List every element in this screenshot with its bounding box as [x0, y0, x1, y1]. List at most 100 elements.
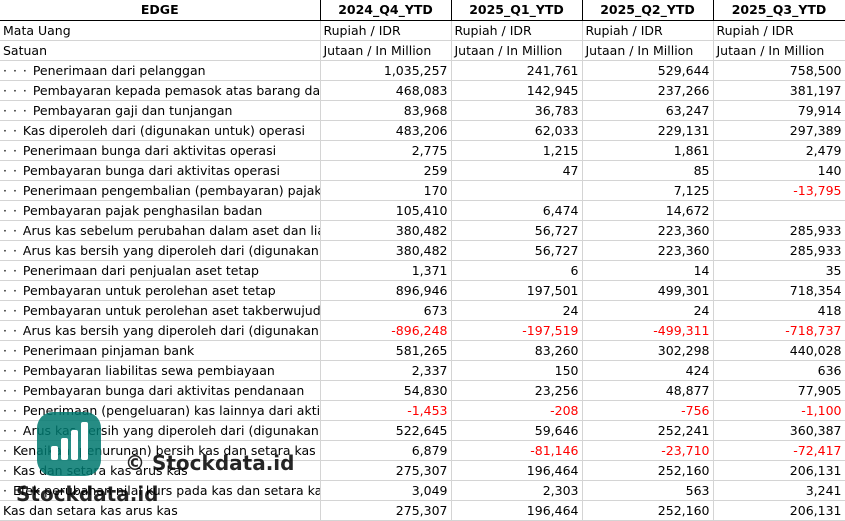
value-cell[interactable]: -756: [582, 400, 714, 421]
value-cell[interactable]: 636: [713, 360, 845, 381]
value-cell[interactable]: 63,247: [582, 100, 714, 121]
value-cell[interactable]: 6,474: [451, 200, 583, 221]
value-cell[interactable]: -13,795: [713, 180, 845, 201]
value-cell[interactable]: 259: [320, 160, 452, 181]
meta-cell[interactable]: Rupiah / IDR: [713, 20, 845, 41]
value-cell[interactable]: 483,206: [320, 120, 452, 141]
value-cell[interactable]: 36,783: [451, 100, 583, 121]
row-label[interactable]: · · Penerimaan dari penjualan aset tetap: [0, 260, 321, 281]
row-label[interactable]: · · Arus kas sebelum perubahan dalam ase…: [0, 220, 321, 241]
value-cell[interactable]: 529,644: [582, 60, 714, 81]
row-label[interactable]: · · Kas diperoleh dari (digunakan untuk)…: [0, 120, 321, 141]
value-cell[interactable]: 418: [713, 300, 845, 321]
value-cell[interactable]: 196,464: [451, 460, 583, 481]
header-cell[interactable]: 2025_Q2_YTD: [582, 0, 714, 21]
value-cell[interactable]: 35: [713, 260, 845, 281]
meta-cell[interactable]: Jutaan / In Million: [713, 40, 845, 61]
value-cell[interactable]: -1,100: [713, 400, 845, 421]
value-cell[interactable]: 468,083: [320, 80, 452, 101]
row-label[interactable]: Mata Uang: [0, 20, 321, 41]
row-label[interactable]: · · Arus kas bersih yang diperoleh dari …: [0, 420, 321, 441]
row-label[interactable]: · · Penerimaan bunga dari aktivitas oper…: [0, 140, 321, 161]
value-cell[interactable]: 56,727: [451, 240, 583, 261]
value-cell[interactable]: 79,914: [713, 100, 845, 121]
value-cell[interactable]: 197,501: [451, 280, 583, 301]
header-cell[interactable]: 2024_Q4_YTD: [320, 0, 452, 21]
value-cell[interactable]: 252,160: [582, 500, 714, 521]
row-label[interactable]: · Kas dan setara kas arus kas: [0, 460, 321, 481]
value-cell[interactable]: 237,266: [582, 80, 714, 101]
header-cell[interactable]: 2025_Q1_YTD: [451, 0, 583, 21]
value-cell[interactable]: [713, 200, 845, 221]
value-cell[interactable]: 229,131: [582, 120, 714, 141]
value-cell[interactable]: 14,672: [582, 200, 714, 221]
row-label[interactable]: · · Pembayaran pajak penghasilan badan: [0, 200, 321, 221]
value-cell[interactable]: -208: [451, 400, 583, 421]
row-label[interactable]: · · Pembayaran untuk perolehan aset takb…: [0, 300, 321, 321]
value-cell[interactable]: 673: [320, 300, 452, 321]
value-cell[interactable]: 150: [451, 360, 583, 381]
value-cell[interactable]: 206,131: [713, 460, 845, 481]
value-cell[interactable]: 581,265: [320, 340, 452, 361]
value-cell[interactable]: -499,311: [582, 320, 714, 341]
meta-cell[interactable]: Rupiah / IDR: [582, 20, 714, 41]
value-cell[interactable]: 241,761: [451, 60, 583, 81]
value-cell[interactable]: 563: [582, 480, 714, 501]
value-cell[interactable]: 170: [320, 180, 452, 201]
value-cell[interactable]: 223,360: [582, 220, 714, 241]
row-label[interactable]: · · · Penerimaan dari pelanggan: [0, 60, 321, 81]
value-cell[interactable]: 275,307: [320, 500, 452, 521]
header-cell[interactable]: EDGE: [0, 0, 321, 21]
value-cell[interactable]: -197,519: [451, 320, 583, 341]
value-cell[interactable]: [451, 180, 583, 201]
row-label[interactable]: · · Pembayaran bunga dari aktivitas oper…: [0, 160, 321, 181]
row-label[interactable]: · · Arus kas bersih yang diperoleh dari …: [0, 240, 321, 261]
value-cell[interactable]: 83,260: [451, 340, 583, 361]
value-cell[interactable]: 275,307: [320, 460, 452, 481]
value-cell[interactable]: 302,298: [582, 340, 714, 361]
row-label[interactable]: · · Pembayaran liabilitas sewa pembiayaa…: [0, 360, 321, 381]
row-label[interactable]: · · Pembayaran bunga dari aktivitas pend…: [0, 380, 321, 401]
value-cell[interactable]: 47: [451, 160, 583, 181]
row-label[interactable]: · · Penerimaan pengembalian (pembayaran)…: [0, 180, 321, 201]
value-cell[interactable]: 380,482: [320, 220, 452, 241]
value-cell[interactable]: 6,879: [320, 440, 452, 461]
row-label[interactable]: · · Arus kas bersih yang diperoleh dari …: [0, 320, 321, 341]
value-cell[interactable]: -896,248: [320, 320, 452, 341]
value-cell[interactable]: 24: [451, 300, 583, 321]
row-label[interactable]: · · · Pembayaran kepada pemasok atas bar…: [0, 80, 321, 101]
value-cell[interactable]: 499,301: [582, 280, 714, 301]
value-cell[interactable]: 196,464: [451, 500, 583, 521]
value-cell[interactable]: 522,645: [320, 420, 452, 441]
value-cell[interactable]: 1,035,257: [320, 60, 452, 81]
value-cell[interactable]: 85: [582, 160, 714, 181]
value-cell[interactable]: 360,387: [713, 420, 845, 441]
value-cell[interactable]: 6: [451, 260, 583, 281]
value-cell[interactable]: 56,727: [451, 220, 583, 241]
value-cell[interactable]: -81,146: [451, 440, 583, 461]
meta-cell[interactable]: Jutaan / In Million: [451, 40, 583, 61]
value-cell[interactable]: 3,241: [713, 480, 845, 501]
value-cell[interactable]: 206,131: [713, 500, 845, 521]
value-cell[interactable]: 285,933: [713, 220, 845, 241]
value-cell[interactable]: 718,354: [713, 280, 845, 301]
value-cell[interactable]: 1,215: [451, 140, 583, 161]
value-cell[interactable]: 140: [713, 160, 845, 181]
header-cell[interactable]: 2025_Q3_YTD: [713, 0, 845, 21]
value-cell[interactable]: 54,830: [320, 380, 452, 401]
value-cell[interactable]: 62,033: [451, 120, 583, 141]
row-label[interactable]: · · Penerimaan pinjaman bank: [0, 340, 321, 361]
row-label[interactable]: · · Pembayaran untuk perolehan aset teta…: [0, 280, 321, 301]
meta-cell[interactable]: Rupiah / IDR: [320, 20, 452, 41]
value-cell[interactable]: 380,482: [320, 240, 452, 261]
value-cell[interactable]: 2,303: [451, 480, 583, 501]
value-cell[interactable]: 896,946: [320, 280, 452, 301]
value-cell[interactable]: 2,775: [320, 140, 452, 161]
value-cell[interactable]: 48,877: [582, 380, 714, 401]
value-cell[interactable]: 83,968: [320, 100, 452, 121]
value-cell[interactable]: 59,646: [451, 420, 583, 441]
value-cell[interactable]: 23,256: [451, 380, 583, 401]
value-cell[interactable]: -1,453: [320, 400, 452, 421]
value-cell[interactable]: 381,197: [713, 80, 845, 101]
meta-cell[interactable]: Jutaan / In Million: [320, 40, 452, 61]
